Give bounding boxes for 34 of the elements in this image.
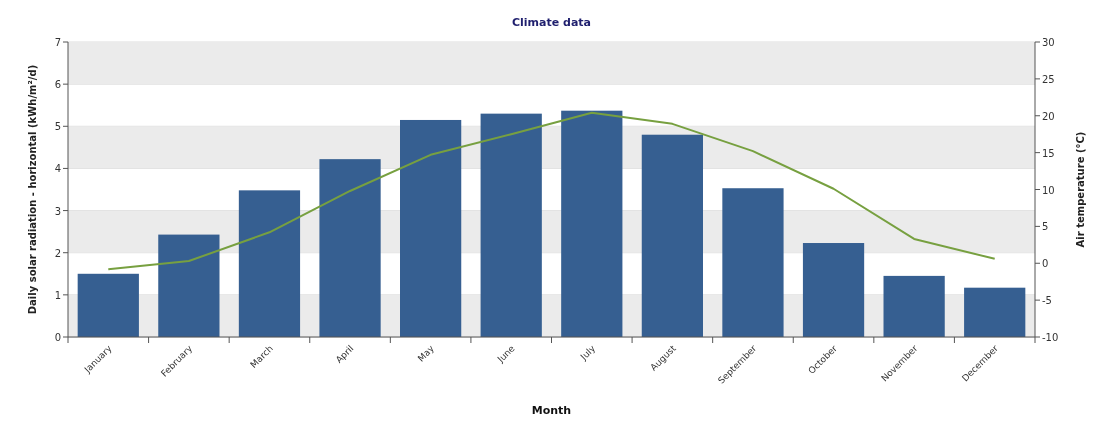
- y2-tick-label: 20: [1042, 110, 1055, 122]
- bar: [722, 188, 784, 337]
- bar: [802, 243, 865, 337]
- y-tick-label: 2: [54, 247, 61, 259]
- bar: [77, 273, 139, 337]
- y2-tick-label: 30: [1042, 37, 1055, 48]
- bar: [400, 119, 462, 337]
- y-tick-label: 1: [54, 289, 61, 301]
- bar: [641, 134, 703, 337]
- y2-tick-label: 5: [1042, 221, 1049, 233]
- bar: [480, 113, 542, 337]
- y2-tick-label: 10: [1042, 184, 1055, 196]
- x-axis-title: Month: [531, 404, 572, 417]
- y2-tick-label: 0: [1042, 258, 1049, 270]
- y2-tick-label: -10: [1042, 332, 1059, 343]
- bar: [883, 275, 945, 337]
- bar: [964, 287, 1026, 337]
- y2-axis-title: Air temperature (°C): [1075, 131, 1086, 248]
- y-tick-label: 3: [54, 205, 61, 217]
- y-tick-label: 7: [54, 37, 61, 48]
- y-tick-label: 4: [54, 163, 61, 175]
- bar: [158, 234, 220, 337]
- chart-title: Climate data: [511, 16, 592, 29]
- y2-tick-label: -5: [1042, 295, 1052, 307]
- y-tick-label: 6: [54, 79, 61, 91]
- y-tick-label: 5: [54, 121, 61, 133]
- bar: [319, 159, 381, 337]
- line-series: [107, 111, 996, 271]
- y2-tick-label: 15: [1042, 147, 1055, 159]
- y-tick-label: 0: [54, 332, 61, 343]
- bar: [561, 110, 623, 337]
- bar: [238, 190, 301, 337]
- y2-tick-label: 25: [1042, 73, 1055, 85]
- y-axis-title: Daily solar radiation - horizontal (kWh/m²/d): [27, 64, 38, 315]
